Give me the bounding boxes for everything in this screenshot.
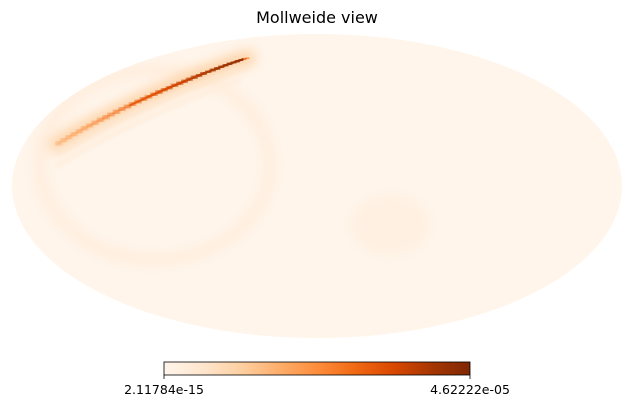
colorbar <box>163 361 471 379</box>
chart-title: Mollweide view <box>256 8 378 27</box>
map-features <box>35 50 430 265</box>
arc-trail-1 <box>55 65 247 157</box>
arc-segment <box>54 140 63 147</box>
arc-trail-2 <box>55 77 243 169</box>
arc-core-segment <box>128 101 137 107</box>
faint-blob <box>350 195 430 255</box>
faint-ring <box>35 65 275 265</box>
colorbar-bar <box>163 361 471 376</box>
colorbar-min-label: 2.11784e-15 <box>124 382 204 397</box>
colorbar-max-label: 4.62222e-05 <box>430 382 510 397</box>
sky-map-layer <box>12 34 622 338</box>
